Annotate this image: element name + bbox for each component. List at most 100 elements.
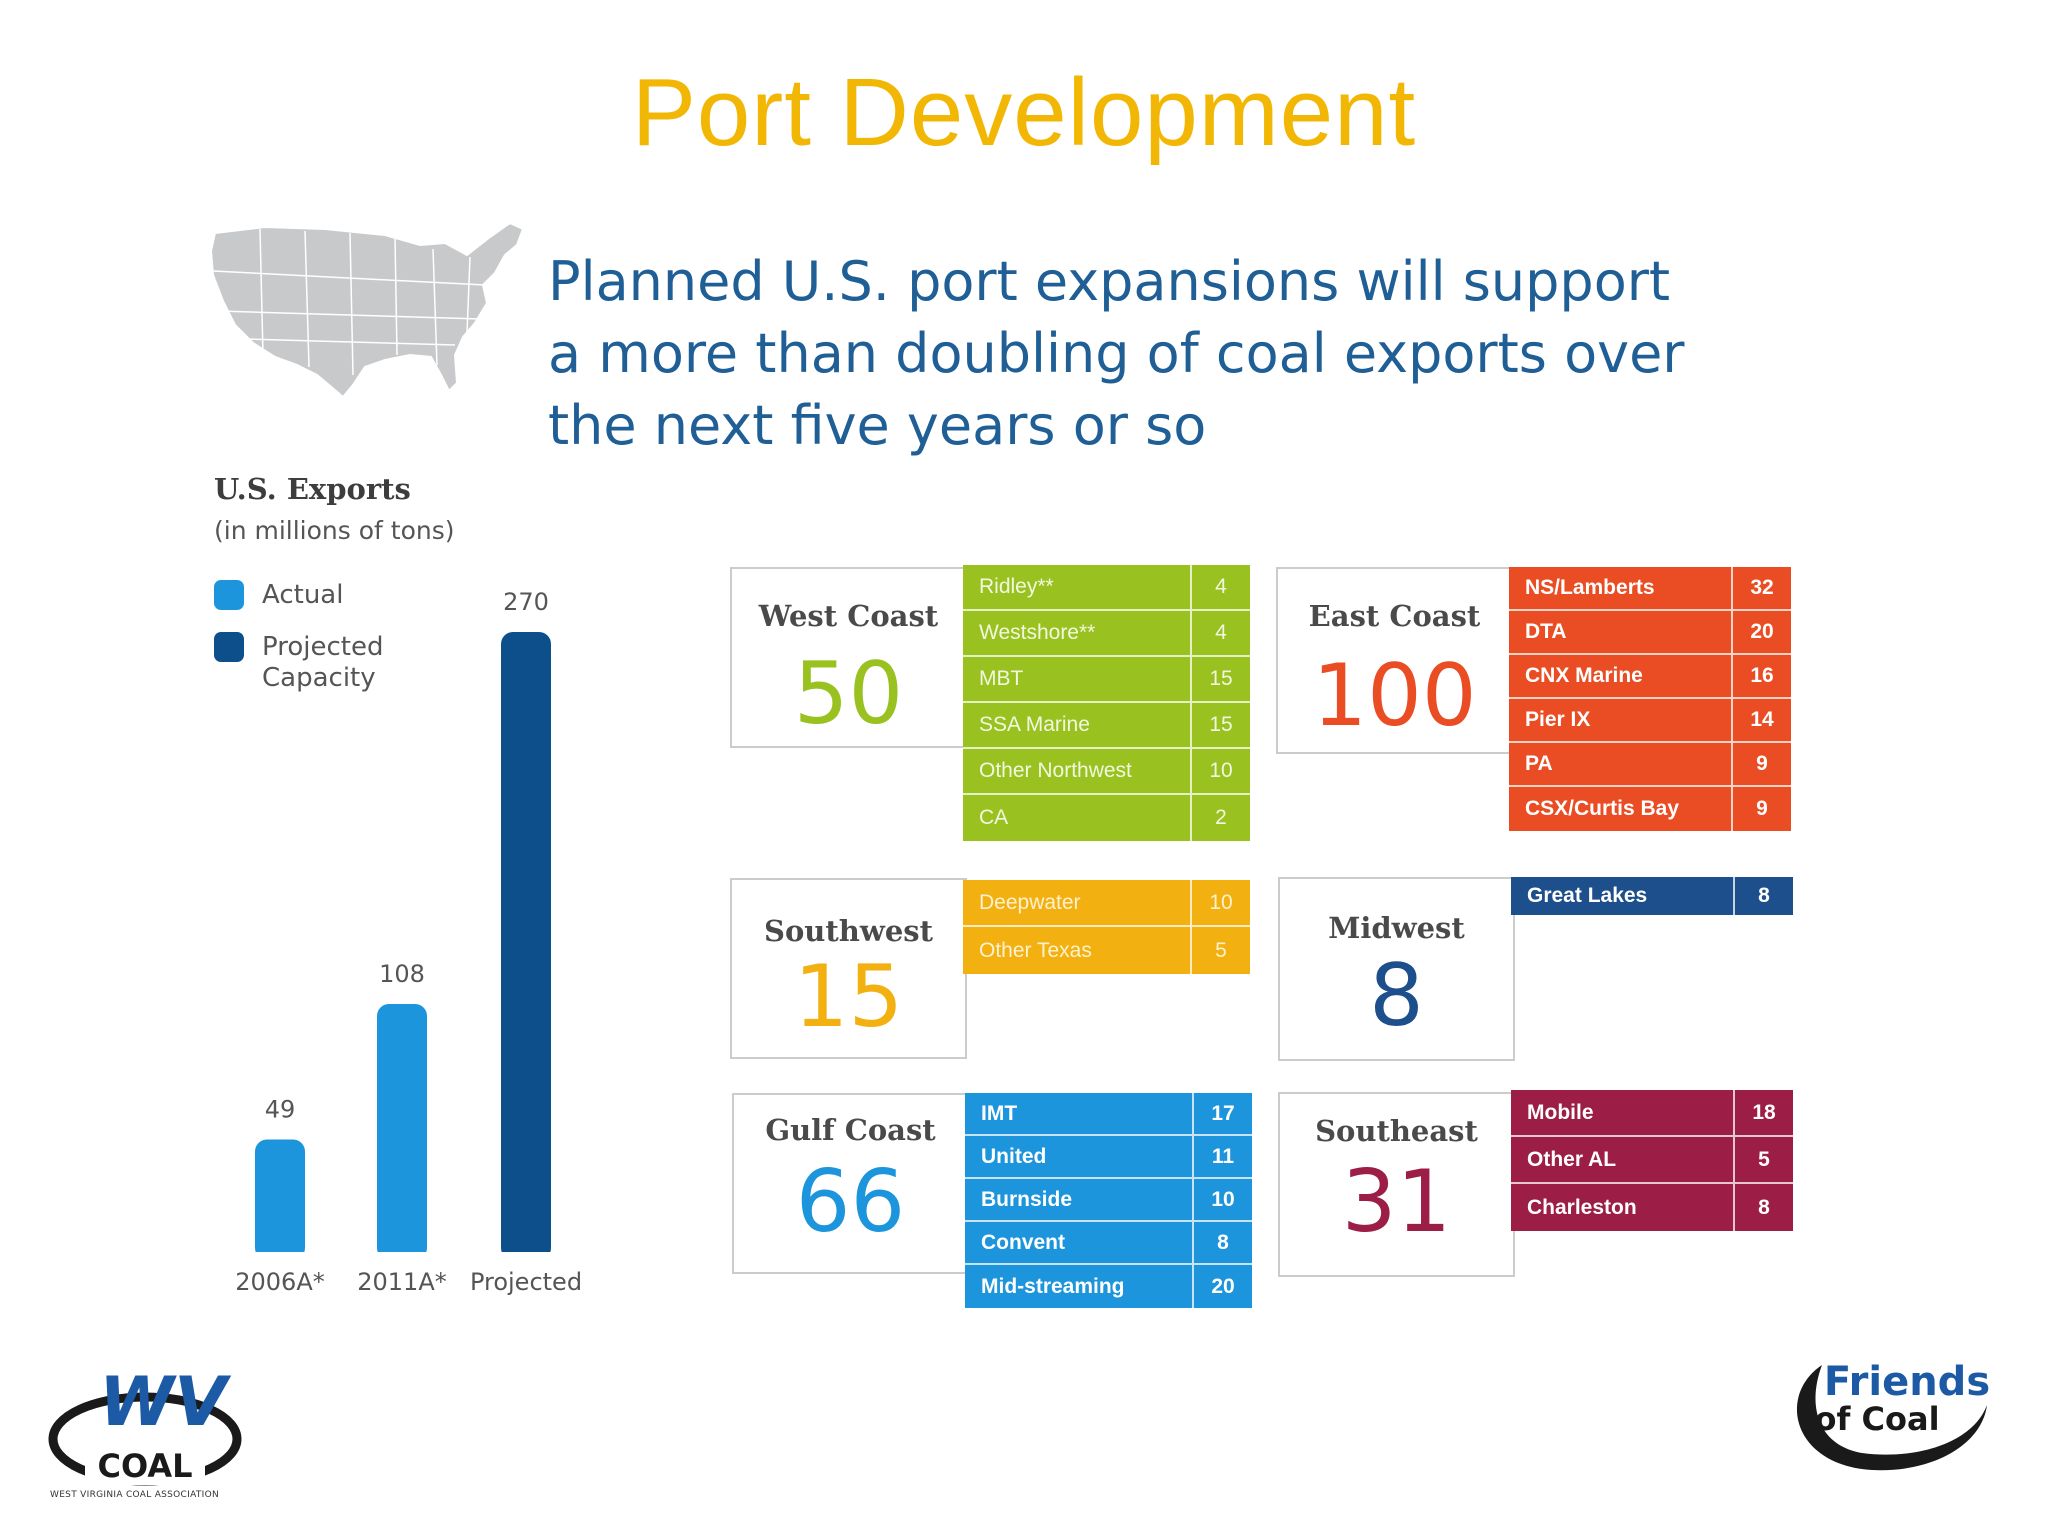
port-value: 5 — [1733, 1137, 1793, 1182]
port-value: 16 — [1731, 655, 1791, 697]
friends-of-coal-logo: Friends of Coal — [1782, 1345, 2002, 1480]
port-value: 8 — [1733, 1184, 1793, 1231]
region-name: Midwest — [1328, 911, 1465, 945]
foc-logo-line1: Friends — [1824, 1359, 1990, 1405]
region-card-west-coast: West Coast 50 — [730, 567, 967, 748]
port-name: Mobile — [1527, 1100, 1594, 1124]
legend-label: Projected Capacity — [262, 632, 384, 693]
region-name: Southwest — [764, 914, 933, 948]
x-tick-label: 2006A* — [235, 1268, 325, 1296]
port-name: Pier IX — [1525, 708, 1591, 731]
bar-value-label: 49 — [265, 1095, 296, 1123]
bar-base-mask — [375, 1252, 429, 1272]
port-name: CA — [979, 806, 1009, 829]
port-row: Convent 8 — [965, 1222, 1252, 1265]
region-total: 8 — [1369, 946, 1424, 1046]
port-value: 8 — [1733, 877, 1793, 915]
port-value: 18 — [1733, 1090, 1793, 1135]
friends-of-coal-logo-mark: Friends of Coal — [1796, 1359, 1990, 1471]
bar-base-mask — [499, 1252, 553, 1272]
headline-line: a more than doubling of coal exports ove… — [548, 322, 1685, 385]
port-row: Other Northwest 10 — [963, 749, 1250, 795]
legend-swatch-projected — [214, 632, 244, 662]
port-row: Other AL 5 — [1511, 1137, 1793, 1184]
port-name: CNX Marine — [1525, 664, 1643, 687]
port-name: CSX/Curtis Bay — [1525, 797, 1680, 820]
bar-value-label: 270 — [503, 588, 549, 616]
port-row: MBT 15 — [963, 657, 1250, 703]
port-row: Mid-streaming 20 — [965, 1265, 1252, 1308]
port-row: NS/Lamberts 32 — [1509, 567, 1791, 611]
port-value: 4 — [1190, 565, 1250, 609]
wv-logo-fineprint: WEST VIRGINIA COAL ASSOCIATION — [50, 1490, 220, 1500]
region-card-southeast: Southeast 31 — [1278, 1092, 1515, 1277]
x-tick-label: 2011A* — [357, 1268, 447, 1296]
port-row: Great Lakes 8 — [1511, 877, 1793, 915]
us-map-icon — [209, 221, 525, 399]
headline-line: the next five years or so — [548, 394, 1207, 457]
wv-logo-coal-text: COAL — [98, 1447, 193, 1485]
port-value: 20 — [1192, 1265, 1252, 1308]
port-value: 20 — [1731, 611, 1791, 653]
port-row: SSA Marine 15 — [963, 703, 1250, 749]
wv-coal-logo-mark: WV COAL — [48, 1363, 242, 1486]
port-name: Westshore** — [979, 621, 1096, 644]
headline: Planned U.S. port expansions will suppor… — [548, 246, 1828, 462]
chart-subtitle: (in millions of tons) — [214, 516, 455, 545]
port-name: IMT — [981, 1101, 1018, 1125]
port-row: Burnside 10 — [965, 1179, 1252, 1222]
port-value: 5 — [1190, 927, 1250, 974]
port-name: Ridley** — [979, 575, 1054, 598]
port-value: 17 — [1192, 1093, 1252, 1134]
port-row: DTA 20 — [1509, 611, 1791, 655]
port-name: United — [981, 1144, 1047, 1168]
port-table-southwest: Deepwater 10 Other Texas 5 — [963, 880, 1250, 974]
wv-coal-logo: WV COAL WEST VIRGINIA COAL ASSOCIATION — [45, 1355, 265, 1515]
port-name: NS/Lamberts — [1525, 576, 1655, 599]
port-row: Deepwater 10 — [963, 880, 1250, 927]
port-name: Charleston — [1527, 1195, 1637, 1219]
port-value: 9 — [1731, 787, 1791, 831]
foc-logo-line2: of Coal — [1814, 1400, 1939, 1438]
bar-value-label: 108 — [379, 960, 425, 988]
x-tick-label: Projected — [470, 1268, 582, 1296]
port-row: PA 9 — [1509, 743, 1791, 787]
region-total: 100 — [1312, 646, 1477, 746]
port-value: 10 — [1190, 749, 1250, 793]
region-total: 66 — [795, 1152, 906, 1252]
port-row: CA 2 — [963, 795, 1250, 841]
port-value: 4 — [1190, 611, 1250, 655]
port-value: 8 — [1192, 1222, 1252, 1263]
headline-line: Planned U.S. port expansions will suppor… — [548, 250, 1671, 313]
port-name: Other Northwest — [979, 759, 1132, 782]
port-table-southeast: Mobile 18 Other AL 5 Charleston 8 — [1511, 1090, 1793, 1231]
port-value: 10 — [1190, 880, 1250, 925]
port-value: 15 — [1190, 703, 1250, 747]
port-name: Mid-streaming — [981, 1274, 1125, 1298]
port-row: Charleston 8 — [1511, 1184, 1793, 1231]
port-name: DTA — [1525, 620, 1567, 643]
port-name: Great Lakes — [1527, 884, 1648, 907]
region-card-southwest: Southwest 15 — [730, 878, 967, 1059]
port-table-west-coast: Ridley** 4 Westshore** 4 MBT 15 SSA Marine 15 Ot… — [963, 565, 1250, 841]
port-name: Deepwater — [979, 890, 1081, 914]
port-row: Mobile 18 — [1511, 1090, 1793, 1137]
port-table-midwest: Great Lakes 8 — [1511, 877, 1793, 915]
port-name: Convent — [981, 1230, 1065, 1254]
port-row: United 11 — [965, 1136, 1252, 1179]
wv-logo-text: WV — [99, 1363, 232, 1442]
legend-label: Actual — [262, 580, 344, 610]
bar-base-mask — [253, 1252, 307, 1272]
port-name: Burnside — [981, 1187, 1073, 1211]
port-value: 10 — [1192, 1179, 1252, 1220]
region-name: West Coast — [758, 599, 939, 633]
port-table-gulf-coast: IMT 17 United 11 Burnside 10 Convent 8 Mid-strea… — [965, 1093, 1252, 1308]
region-total: 31 — [1341, 1152, 1452, 1252]
port-table-east-coast: NS/Lamberts 32 DTA 20 CNX Marine 16 Pier IX 14 P… — [1509, 567, 1791, 831]
region-card-gulf-coast: Gulf Coast 66 — [732, 1093, 969, 1274]
port-value: 2 — [1190, 795, 1250, 841]
region-name: East Coast — [1308, 599, 1481, 633]
port-name: PA — [1525, 752, 1553, 775]
exports-bar-chart: 49 2006A* 108 2011A* 270 Projected — [235, 588, 582, 1296]
port-name: SSA Marine — [979, 713, 1090, 736]
